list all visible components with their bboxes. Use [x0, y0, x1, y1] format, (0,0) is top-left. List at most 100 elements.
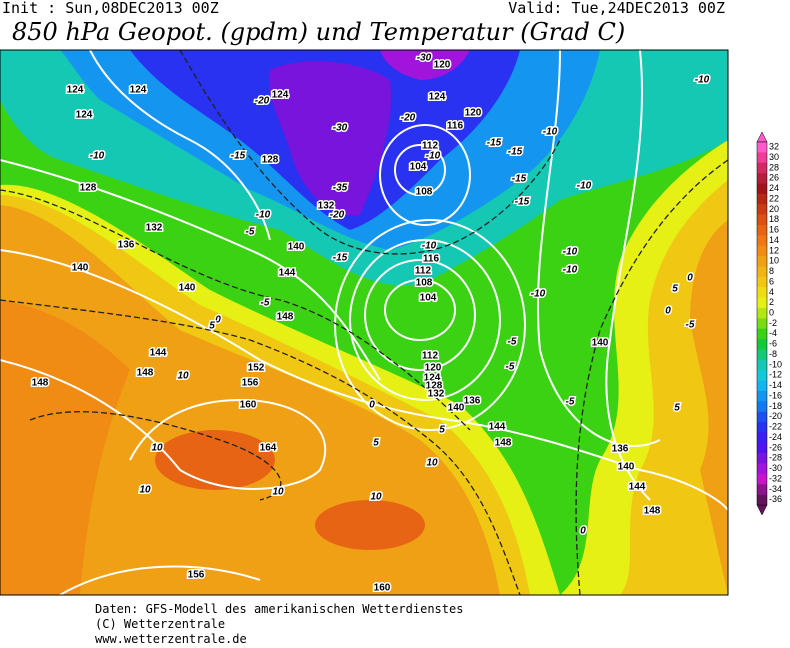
- height-label: 120: [465, 108, 482, 119]
- colorbar-label: 26: [769, 173, 779, 183]
- contour-labels: 124 124 1241241281281321361401401401441481…: [30, 51, 711, 595]
- color-swatch: [757, 390, 767, 402]
- footer-line: www.wetterzentrale.de: [95, 632, 247, 646]
- geopotential-contours: [0, 50, 728, 595]
- temperature-label: -30: [333, 123, 348, 134]
- height-label: 132: [146, 223, 163, 234]
- height-label: 144: [150, 348, 167, 359]
- temperature-label: -35: [333, 183, 348, 194]
- temperature-label: 0: [665, 306, 671, 317]
- temperature-label: -10: [695, 75, 710, 86]
- height-label: 120: [434, 60, 451, 71]
- colorbar-label: -28: [769, 453, 782, 463]
- color-swatch: [757, 453, 767, 464]
- colorbar-label: -32: [769, 473, 782, 483]
- height-label: 160: [374, 583, 391, 594]
- map: [0, 49, 729, 596]
- temperature-label: -5: [261, 298, 270, 309]
- temperature-label: -10: [543, 127, 558, 138]
- height-label: 144: [279, 268, 296, 279]
- height-label: 148: [277, 312, 294, 323]
- color-swatch: [757, 349, 767, 361]
- temperature-label: -20: [401, 113, 416, 124]
- colorbar-label: 28: [769, 162, 779, 172]
- height-label: 108: [416, 278, 433, 289]
- colorbar-label: 0: [769, 308, 774, 318]
- colorbar-label: -2: [769, 318, 777, 328]
- height-label: 140: [592, 338, 609, 349]
- height-label: 120: [425, 363, 442, 374]
- temperature-label: -20: [330, 210, 345, 221]
- temperature-label: -10: [577, 181, 592, 192]
- temperature-label: -10: [422, 241, 437, 252]
- height-label: 148: [32, 378, 49, 389]
- height-label: 124: [429, 92, 446, 103]
- height-label: 104: [420, 293, 437, 304]
- height-label: 132: [428, 389, 445, 400]
- temperature-label: 5: [209, 321, 215, 332]
- temperature-label: 5: [674, 403, 680, 414]
- title: 850 hPa Geopot. (gpdm) und Temperatur (G…: [12, 18, 625, 46]
- color-swatch: [757, 380, 767, 392]
- color-swatch: [757, 484, 767, 495]
- temperature-label: -20: [255, 96, 270, 107]
- height-label: 136: [118, 240, 135, 251]
- footer-line: (C) Wetterzentrale: [95, 617, 225, 631]
- colorbar-label: -12: [769, 370, 782, 380]
- temperature-label: -5: [246, 227, 255, 238]
- color-swatch: [757, 297, 767, 309]
- temperature-label: -30: [417, 53, 432, 64]
- color-swatch: [757, 307, 767, 319]
- colorbar-label: 18: [769, 214, 779, 224]
- temperature-label: -5: [508, 337, 517, 348]
- height-label: 112: [415, 266, 432, 277]
- colorbar-label: 2: [769, 297, 774, 307]
- colorbar-label: -22: [769, 422, 782, 432]
- colorbar-label: 10: [769, 256, 779, 266]
- init-time: Init : Sun,08DEC2013 00Z: [2, 0, 219, 17]
- height-label: 128: [426, 381, 443, 392]
- height-label: 156: [188, 570, 205, 581]
- temperature-label: -15: [508, 147, 523, 158]
- color-swatch: [757, 339, 767, 350]
- color-swatch: [757, 142, 767, 153]
- temperature-label: 5: [439, 425, 445, 436]
- colorbar-label: 24: [769, 183, 779, 193]
- color-swatch: [757, 183, 767, 195]
- height-label: 140: [72, 263, 89, 274]
- colorbar: 32302826242220181614121086420-2-4-6-8-10…: [756, 131, 782, 516]
- color-swatch: [757, 328, 767, 340]
- temperature-label: 0: [215, 315, 221, 326]
- colorbar-label: 20: [769, 204, 779, 214]
- color-swatch: [757, 204, 767, 215]
- temperature-label: 0: [369, 400, 375, 411]
- height-label: 128: [262, 155, 279, 166]
- color-swatch: [757, 235, 767, 247]
- temperature-label: -15: [515, 197, 530, 208]
- color-swatch: [757, 401, 767, 412]
- color-swatch: [757, 432, 767, 444]
- color-swatch: [757, 193, 767, 205]
- height-label: 132: [318, 201, 335, 212]
- color-swatch: [757, 245, 767, 257]
- colorbar-label: 16: [769, 225, 779, 235]
- height-label: 148: [644, 506, 661, 517]
- temperature-label: 10: [151, 443, 163, 454]
- height-label: 140: [179, 283, 196, 294]
- temperature-label: 10: [272, 487, 284, 498]
- colorbar-label: -16: [769, 390, 782, 400]
- colorbar-label: 32: [769, 142, 779, 152]
- colorbar-label: -20: [769, 411, 782, 421]
- height-label: 148: [137, 368, 154, 379]
- temperature-label: -10: [563, 265, 578, 276]
- temperature-label: 10: [177, 371, 189, 382]
- height-label: 140: [618, 462, 635, 473]
- temperature-label: -5: [506, 362, 515, 373]
- height-label: 136: [612, 444, 629, 455]
- height-label: 136: [464, 396, 481, 407]
- temperature-label: -10: [90, 151, 105, 162]
- height-label: 164: [260, 443, 277, 454]
- height-label: 104: [410, 162, 427, 173]
